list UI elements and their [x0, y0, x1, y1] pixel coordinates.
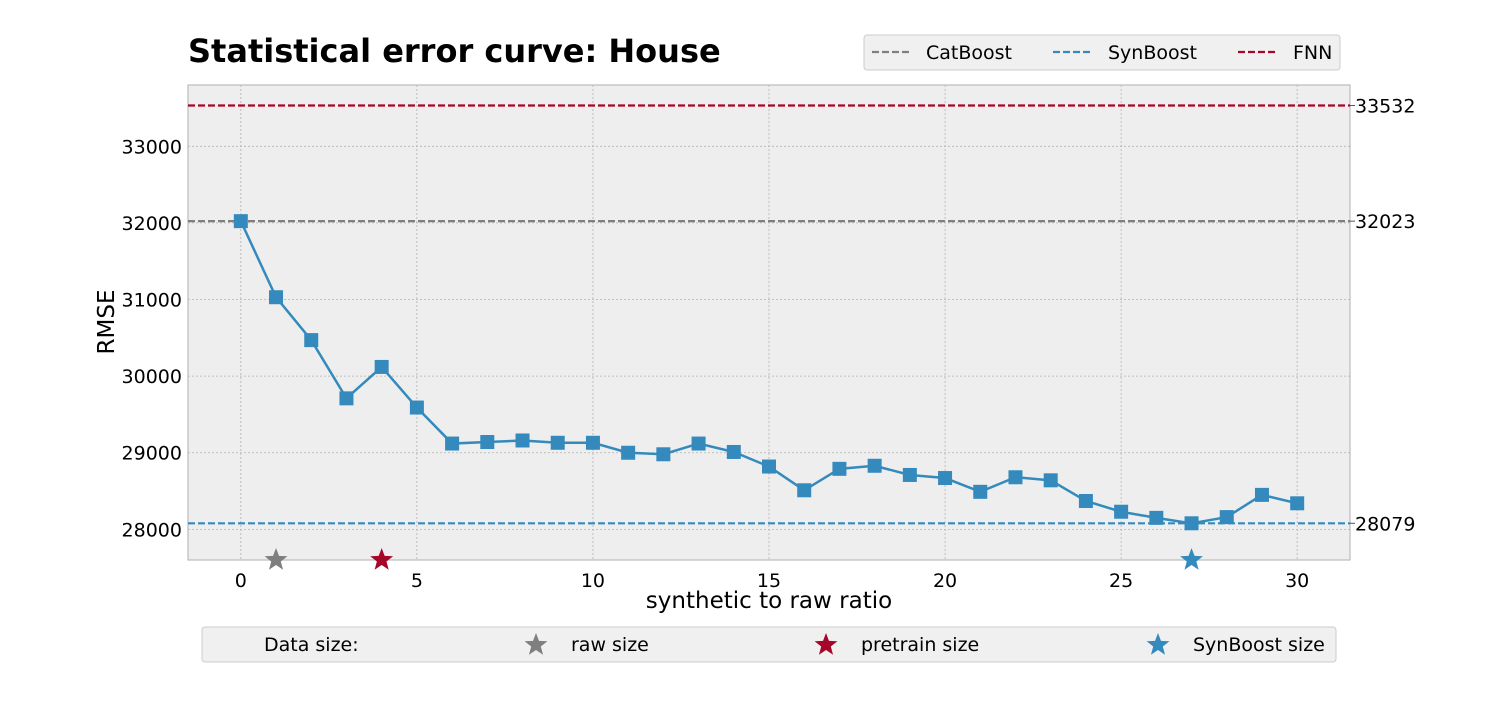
size-marker-star	[370, 548, 394, 570]
data-point	[762, 459, 776, 474]
data-point	[515, 433, 530, 448]
data-point	[621, 445, 636, 460]
data-point	[1149, 510, 1164, 525]
legend-star-2	[1146, 633, 1170, 655]
x-tick-label: 30	[1285, 570, 1309, 592]
legend-label-fnn: FNN	[1293, 42, 1332, 64]
data-point	[480, 435, 495, 450]
data-point	[973, 484, 988, 499]
size-marker-star	[1180, 548, 1203, 570]
data-point	[585, 435, 600, 450]
data-point	[550, 435, 565, 450]
y-tick-label: 29000	[122, 443, 182, 465]
data-point	[374, 359, 389, 374]
data-point	[1043, 473, 1058, 488]
plot-frame	[187, 84, 1351, 561]
legend-bottom	[201, 626, 1337, 663]
legend-label-synboost: SynBoost	[1108, 42, 1197, 64]
data-point	[832, 461, 847, 476]
y-tick-label: 33000	[122, 136, 182, 158]
data-point	[339, 391, 354, 406]
y-tick-label: 31000	[122, 290, 182, 312]
x-tick-label: 0	[235, 570, 247, 592]
y-tick-label: 30000	[122, 366, 182, 388]
x-tick-label: 20	[933, 570, 957, 592]
chart-title: Statistical error curve: House	[188, 32, 721, 70]
legend-star-1	[814, 633, 838, 655]
legend-label-catboost: CatBoost	[926, 42, 1012, 64]
data-point	[1254, 487, 1269, 502]
data-point	[1184, 516, 1199, 531]
x-tick-label: 25	[1109, 570, 1133, 592]
data-point	[1114, 504, 1129, 519]
legend-top	[863, 34, 1341, 71]
y-tick-label: 28000	[122, 519, 182, 541]
data-point	[797, 483, 812, 498]
reference-value-label: 32023	[1355, 211, 1415, 233]
legend-bottom-label: SynBoost size	[1193, 634, 1325, 656]
data-point	[409, 400, 424, 415]
data-point	[233, 214, 248, 229]
x-tick-label: 10	[581, 570, 605, 592]
data-point	[691, 436, 706, 451]
data-point	[902, 467, 917, 482]
reference-value-label: 33532	[1355, 96, 1415, 118]
legend-bottom-label: raw size	[571, 634, 649, 656]
size-marker-star	[264, 548, 288, 570]
legend-bottom-label: pretrain size	[861, 634, 979, 656]
data-point	[1219, 510, 1234, 525]
data-point	[1008, 470, 1023, 485]
data-point	[269, 290, 284, 305]
data-point	[656, 447, 671, 462]
data-point	[1290, 496, 1305, 511]
data-point	[304, 333, 319, 348]
data-point	[726, 444, 741, 459]
data-point	[1078, 494, 1093, 509]
data-point	[938, 471, 953, 486]
data-point	[445, 436, 460, 451]
legend-bottom-title: Data size:	[264, 634, 359, 656]
y-axis-label: RMSE	[94, 290, 120, 355]
x-tick-label: 5	[411, 570, 423, 592]
y-tick-label: 32000	[122, 213, 182, 235]
data-point	[867, 458, 882, 473]
legend-star-0	[524, 633, 548, 655]
x-tick-label: 15	[757, 570, 781, 592]
x-axis-label: synthetic to raw ratio	[646, 588, 892, 614]
reference-value-label: 28079	[1355, 513, 1415, 535]
